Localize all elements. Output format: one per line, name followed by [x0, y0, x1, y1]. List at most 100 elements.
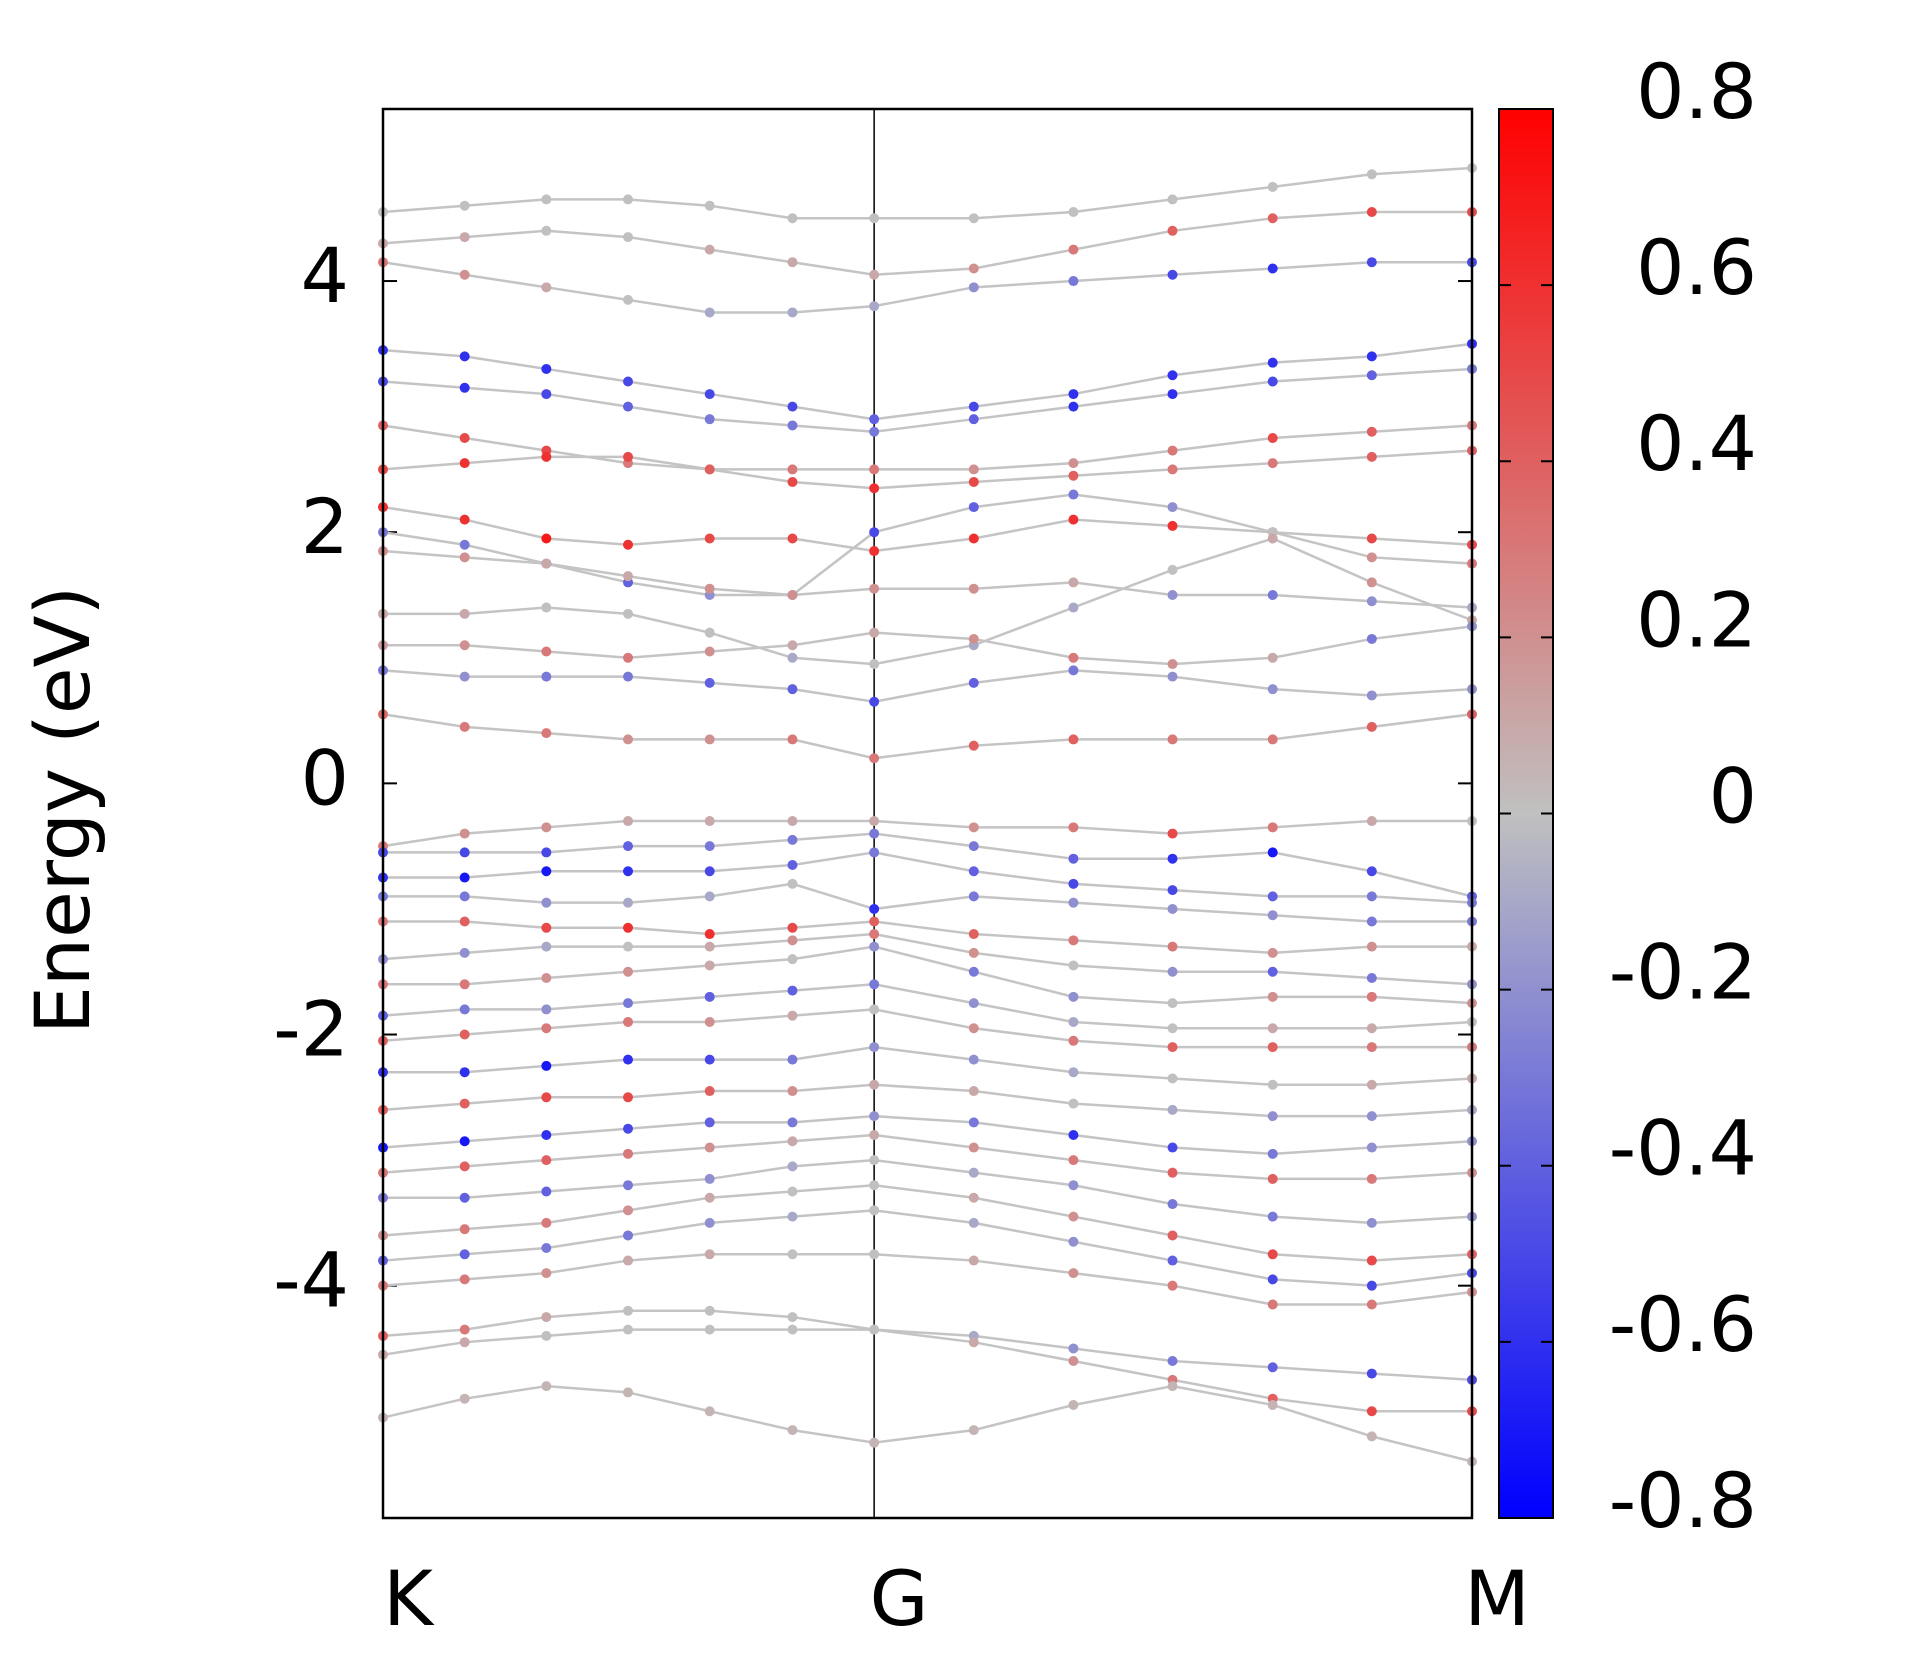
band-point [541, 941, 552, 952]
band-point [459, 1324, 470, 1335]
band-point [459, 828, 470, 839]
band-point [1167, 966, 1178, 977]
band-point [869, 1249, 880, 1260]
band-point [1068, 878, 1079, 889]
band-point [704, 200, 715, 211]
band-point [1267, 263, 1278, 274]
band-point [1167, 194, 1178, 205]
band-point [968, 1217, 979, 1228]
band-point [968, 1086, 979, 1097]
colorbar-tick-label: 0 [1709, 751, 1757, 840]
band-point [623, 1123, 634, 1134]
band-point [1366, 1042, 1377, 1053]
band-point [623, 376, 634, 387]
band-point [1068, 1343, 1079, 1354]
band-point [787, 640, 798, 651]
band-point [623, 1255, 634, 1266]
colorbar-tick-label: -0.8 [1609, 1456, 1757, 1545]
band-point [704, 1406, 715, 1417]
band-point [869, 753, 880, 764]
band-point [1366, 633, 1377, 644]
band-point [541, 1092, 552, 1103]
y-tick-label: -4 [273, 1236, 349, 1325]
band-point [1167, 464, 1178, 475]
band-point [1068, 1236, 1079, 1247]
band-point [623, 1205, 634, 1216]
band-point [968, 282, 979, 293]
band-point [459, 1067, 470, 1078]
band-point [623, 232, 634, 243]
band-point [1167, 1073, 1178, 1084]
band-point [1167, 659, 1178, 670]
band-point [1267, 376, 1278, 387]
band-point [1366, 1173, 1377, 1184]
band-point [1267, 1274, 1278, 1285]
band-point [869, 546, 880, 557]
band-point [787, 734, 798, 745]
band-line [383, 832, 1473, 898]
band-point [869, 847, 880, 858]
band-point [704, 627, 715, 638]
x-tick-label: M [1464, 1554, 1530, 1643]
band-point [968, 476, 979, 487]
band-point [459, 351, 470, 362]
colorbar-tick-label: 0.2 [1636, 575, 1757, 664]
band-point [869, 1437, 880, 1448]
y-tick-label: -2 [273, 985, 349, 1074]
band-point [869, 527, 880, 538]
band-point [869, 1180, 880, 1191]
band-point [968, 1255, 979, 1266]
band-point [459, 608, 470, 619]
band-point [1068, 853, 1079, 864]
band-point [704, 1173, 715, 1184]
band-point [1366, 351, 1377, 362]
band-point [787, 1425, 798, 1436]
band-point [1167, 225, 1178, 236]
band-point [1167, 998, 1178, 1009]
band-point [704, 734, 715, 745]
band-point [541, 1023, 552, 1034]
band-point [1167, 903, 1178, 914]
band-point [1267, 1249, 1278, 1260]
band-point [459, 232, 470, 243]
band-point [1267, 822, 1278, 833]
band-point [1366, 577, 1377, 588]
band-point [1267, 947, 1278, 958]
band-point [1366, 426, 1377, 437]
band-point [541, 1330, 552, 1341]
band-point [787, 1211, 798, 1222]
y-tick-label: 4 [301, 231, 349, 320]
band-point [1267, 891, 1278, 902]
band-point [704, 1086, 715, 1097]
band-line [382, 166, 1473, 220]
band-point [459, 671, 470, 682]
band-point [459, 1224, 470, 1235]
band-point [1167, 1230, 1178, 1241]
band-point [1366, 816, 1377, 827]
band-point [1366, 941, 1377, 952]
band-point [541, 1217, 552, 1228]
band-point [704, 1117, 715, 1128]
band-point [1068, 489, 1079, 500]
band-point [459, 916, 470, 927]
band-point [704, 244, 715, 255]
band-point [869, 426, 880, 437]
band-point [1068, 206, 1079, 217]
band-point [787, 1249, 798, 1260]
band-point [623, 866, 634, 877]
band-point [459, 433, 470, 444]
band-point [787, 420, 798, 431]
band-point [704, 1142, 715, 1153]
band-point [1267, 1173, 1278, 1184]
band-point [459, 1274, 470, 1285]
band-point [623, 998, 634, 1009]
band-point [787, 1054, 798, 1065]
band-point [787, 1136, 798, 1147]
band-point [1068, 1016, 1079, 1027]
band-point [541, 866, 552, 877]
band-point [623, 1387, 634, 1398]
band-point [541, 847, 552, 858]
band-point [704, 929, 715, 940]
band-point [1068, 1268, 1079, 1279]
band-point [787, 1010, 798, 1021]
